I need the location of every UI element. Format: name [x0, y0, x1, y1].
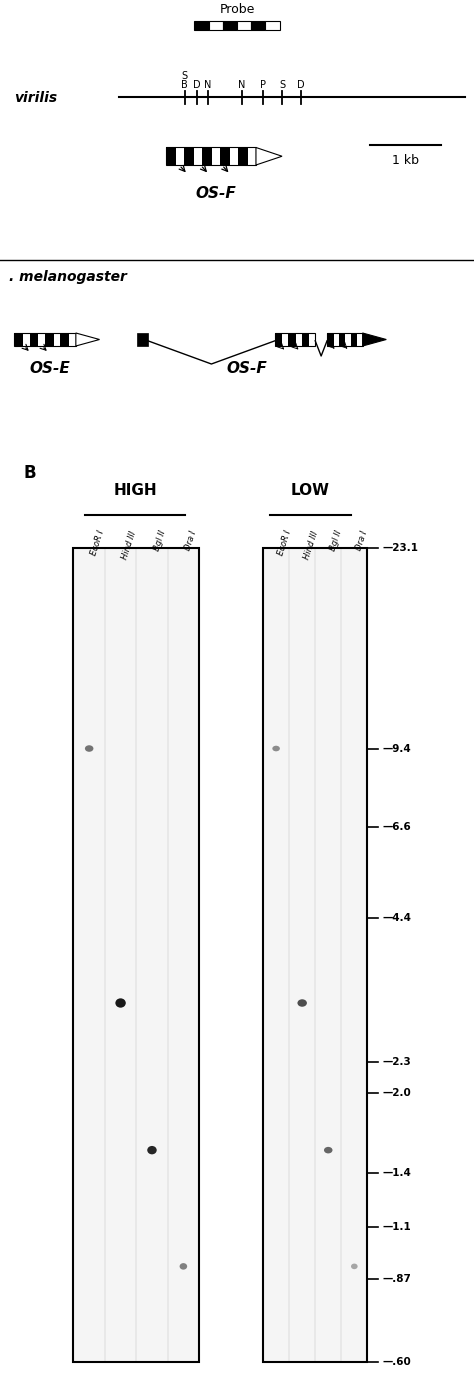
Polygon shape: [363, 332, 386, 346]
Bar: [296, 332, 302, 346]
Text: OS-E: OS-E: [29, 361, 70, 375]
Bar: [61, 332, 69, 346]
Bar: [346, 332, 351, 346]
Text: Bgl II: Bgl II: [328, 529, 343, 553]
Ellipse shape: [147, 1145, 157, 1154]
Text: —1.1: —1.1: [383, 1222, 411, 1231]
Text: Dra I: Dra I: [183, 529, 198, 551]
Bar: [194, 147, 202, 165]
Bar: [184, 147, 194, 165]
Text: EcoR I: EcoR I: [89, 529, 106, 557]
Bar: [283, 332, 288, 346]
Bar: [238, 147, 248, 165]
Bar: [237, 21, 251, 30]
Bar: [166, 147, 176, 165]
Bar: [327, 332, 334, 346]
Ellipse shape: [324, 1147, 333, 1154]
Ellipse shape: [180, 1263, 187, 1270]
Text: N: N: [204, 80, 211, 90]
Text: Hind III: Hind III: [302, 529, 320, 560]
Text: HIGH: HIGH: [113, 483, 157, 497]
Text: —2.0: —2.0: [383, 1089, 411, 1098]
Bar: [137, 332, 148, 346]
Text: —.60: —.60: [383, 1357, 411, 1367]
Ellipse shape: [298, 999, 307, 1007]
Text: —9.4: —9.4: [383, 744, 411, 753]
Bar: [45, 332, 54, 346]
Ellipse shape: [272, 745, 280, 751]
Text: —4.4: —4.4: [383, 913, 411, 922]
Bar: [288, 332, 296, 346]
Bar: [176, 147, 184, 165]
Polygon shape: [76, 332, 100, 346]
Text: OS-F: OS-F: [195, 186, 236, 201]
Text: S: S: [279, 80, 285, 90]
Text: P: P: [260, 80, 266, 90]
Bar: [212, 147, 220, 165]
Text: B: B: [24, 464, 36, 482]
Text: OS-F: OS-F: [226, 361, 267, 375]
Bar: [339, 332, 346, 346]
Bar: [275, 332, 315, 346]
Bar: [14, 332, 23, 346]
Bar: [265, 21, 280, 30]
Text: EcoR I: EcoR I: [276, 529, 293, 557]
Bar: [29, 332, 38, 346]
Text: Dra I: Dra I: [354, 529, 369, 551]
Bar: [275, 332, 283, 346]
Bar: [23, 332, 29, 346]
Text: Bgl II: Bgl II: [152, 529, 167, 553]
Text: N: N: [238, 80, 246, 90]
Text: —.87: —.87: [383, 1274, 411, 1284]
Bar: [38, 332, 45, 346]
Ellipse shape: [351, 1263, 357, 1269]
Text: D: D: [193, 80, 201, 90]
Bar: [251, 21, 265, 30]
Bar: [54, 332, 61, 346]
Bar: [166, 147, 256, 165]
Bar: [263, 548, 367, 1361]
Text: S: S: [182, 71, 188, 82]
Text: . melanogaster: . melanogaster: [9, 270, 128, 284]
Bar: [209, 21, 223, 30]
Bar: [14, 332, 76, 346]
Bar: [230, 147, 238, 165]
Ellipse shape: [115, 999, 126, 1008]
Text: —1.4: —1.4: [383, 1168, 411, 1177]
Bar: [327, 332, 363, 346]
Bar: [223, 21, 237, 30]
Text: virilis: virilis: [14, 90, 57, 104]
Bar: [220, 147, 230, 165]
Text: Hind III: Hind III: [120, 529, 138, 560]
Text: Probe: Probe: [219, 3, 255, 17]
Text: —23.1: —23.1: [383, 543, 419, 553]
Text: B: B: [182, 80, 188, 90]
Bar: [334, 332, 339, 346]
Text: —2.3: —2.3: [383, 1057, 411, 1068]
Text: 1 kb: 1 kb: [392, 154, 419, 166]
Bar: [302, 332, 309, 346]
Bar: [351, 332, 357, 346]
Polygon shape: [256, 147, 282, 165]
Bar: [202, 147, 212, 165]
Bar: [194, 21, 209, 30]
Text: LOW: LOW: [291, 483, 330, 497]
Ellipse shape: [85, 745, 93, 752]
Text: —6.6: —6.6: [383, 823, 411, 832]
Text: D: D: [297, 80, 305, 90]
Bar: [73, 548, 199, 1361]
